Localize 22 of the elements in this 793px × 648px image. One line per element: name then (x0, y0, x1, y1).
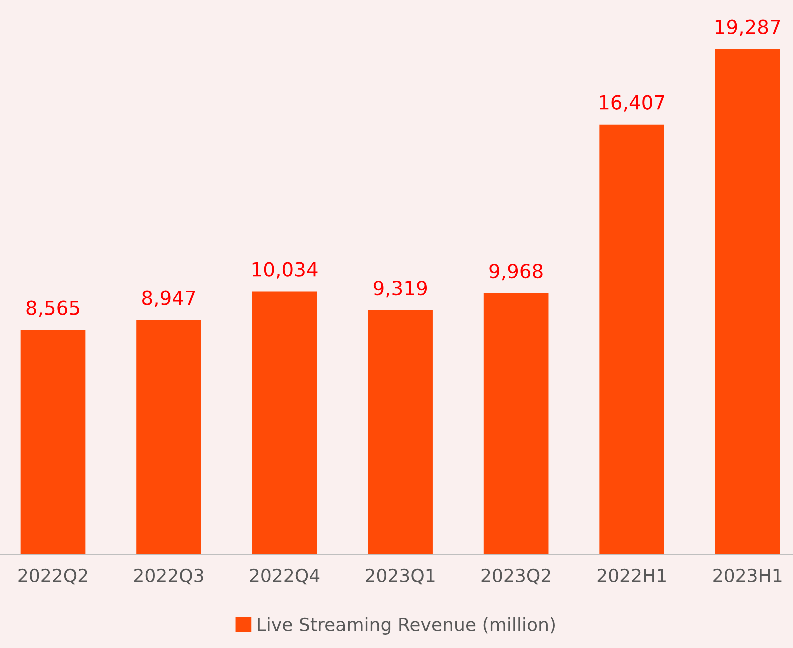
bar (484, 294, 549, 555)
x-tick-label: 2022Q3 (134, 568, 204, 585)
legend-label: Live Streaming Revenue (million) (258, 618, 555, 635)
x-tick-label: 2023Q1 (366, 568, 435, 585)
data-label: 8,565 (26, 300, 80, 318)
bar (368, 310, 433, 555)
data-label: 8,947 (142, 290, 196, 308)
x-tick-label: 2023H1 (714, 568, 782, 583)
data-label: 19,287 (716, 20, 780, 36)
bar (600, 124, 664, 555)
bar (136, 320, 202, 555)
x-tick-label: 2023Q2 (482, 568, 550, 585)
x-tick-label: 2022Q2 (18, 568, 88, 585)
bar (715, 49, 780, 555)
data-label: 9,319 (374, 280, 428, 298)
x-tick-label: 2022Q4 (250, 568, 320, 585)
data-label: 16,407 (600, 95, 664, 112)
data-label: 10,034 (252, 262, 318, 279)
bar (252, 292, 318, 555)
bar (20, 330, 86, 555)
x-tick-label: 2022H1 (598, 568, 666, 583)
data-label: 9,968 (490, 264, 543, 281)
